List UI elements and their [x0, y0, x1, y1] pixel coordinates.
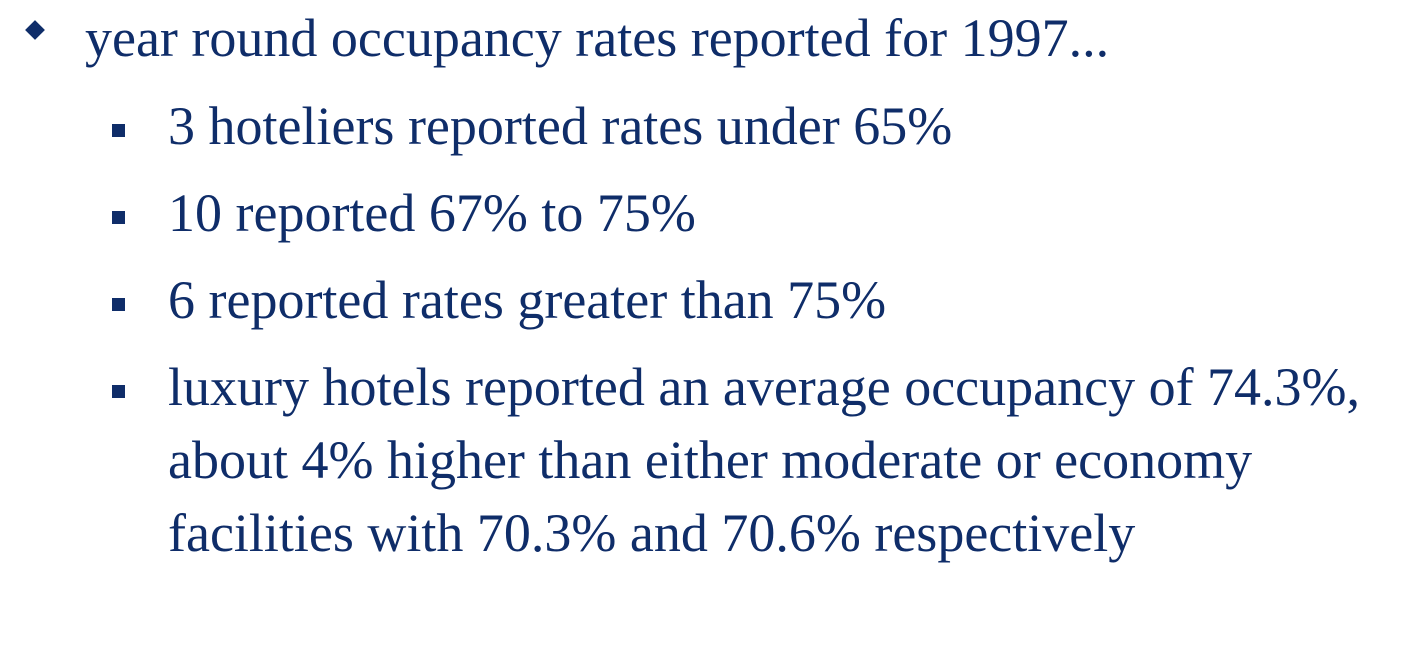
- bullet-square: [112, 211, 125, 224]
- bullet-diamond: [25, 20, 45, 40]
- sub-bullet-text: 10 reported 67% to 75%: [168, 183, 696, 243]
- sub-bullet-text: luxury hotels reported an average occupa…: [168, 357, 1361, 563]
- sub-bullet-list: 3 hoteliers reported rates under 65% 10 …: [112, 90, 1398, 584]
- sub-bullet-text: 6 reported rates greater than 75%: [168, 270, 887, 330]
- sub-bullet-text: 3 hoteliers reported rates under 65%: [168, 96, 953, 156]
- bullet-square: [112, 385, 125, 398]
- sub-bullet: 3 hoteliers reported rates under 65%: [112, 90, 1398, 163]
- sub-bullet: 6 reported rates greater than 75%: [112, 264, 1398, 337]
- sub-bullet: luxury hotels reported an average occupa…: [112, 351, 1398, 570]
- bullet-square: [112, 298, 125, 311]
- main-bullet: year round occupancy rates reported for …: [85, 8, 1110, 68]
- sub-bullet: 10 reported 67% to 75%: [112, 177, 1398, 250]
- bullet-square: [112, 124, 125, 137]
